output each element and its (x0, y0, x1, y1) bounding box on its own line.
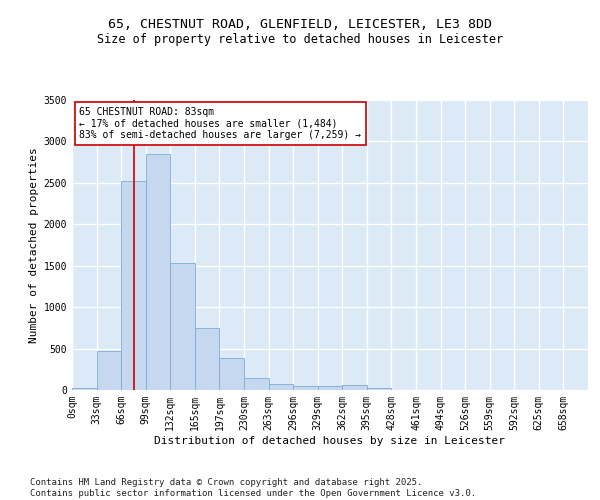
Text: 65 CHESTNUT ROAD: 83sqm
← 17% of detached houses are smaller (1,484)
83% of semi: 65 CHESTNUT ROAD: 83sqm ← 17% of detache… (79, 106, 361, 140)
Text: Size of property relative to detached houses in Leicester: Size of property relative to detached ho… (97, 32, 503, 46)
Bar (244, 378, 269, 390)
Bar (121, 181, 146, 390)
Bar (342, 385, 367, 390)
Bar (195, 328, 220, 390)
Bar (220, 358, 244, 390)
Bar (72, 388, 97, 390)
Bar (170, 263, 195, 390)
Bar (146, 154, 170, 390)
X-axis label: Distribution of detached houses by size in Leicester: Distribution of detached houses by size … (155, 436, 505, 446)
Bar (318, 386, 342, 390)
Bar (269, 384, 293, 390)
Y-axis label: Number of detached properties: Number of detached properties (29, 147, 40, 343)
Text: 65, CHESTNUT ROAD, GLENFIELD, LEICESTER, LE3 8DD: 65, CHESTNUT ROAD, GLENFIELD, LEICESTER,… (108, 18, 492, 30)
Bar (97, 350, 121, 390)
Bar (367, 388, 391, 390)
Text: Contains HM Land Registry data © Crown copyright and database right 2025.
Contai: Contains HM Land Registry data © Crown c… (30, 478, 476, 498)
Bar (293, 386, 318, 390)
